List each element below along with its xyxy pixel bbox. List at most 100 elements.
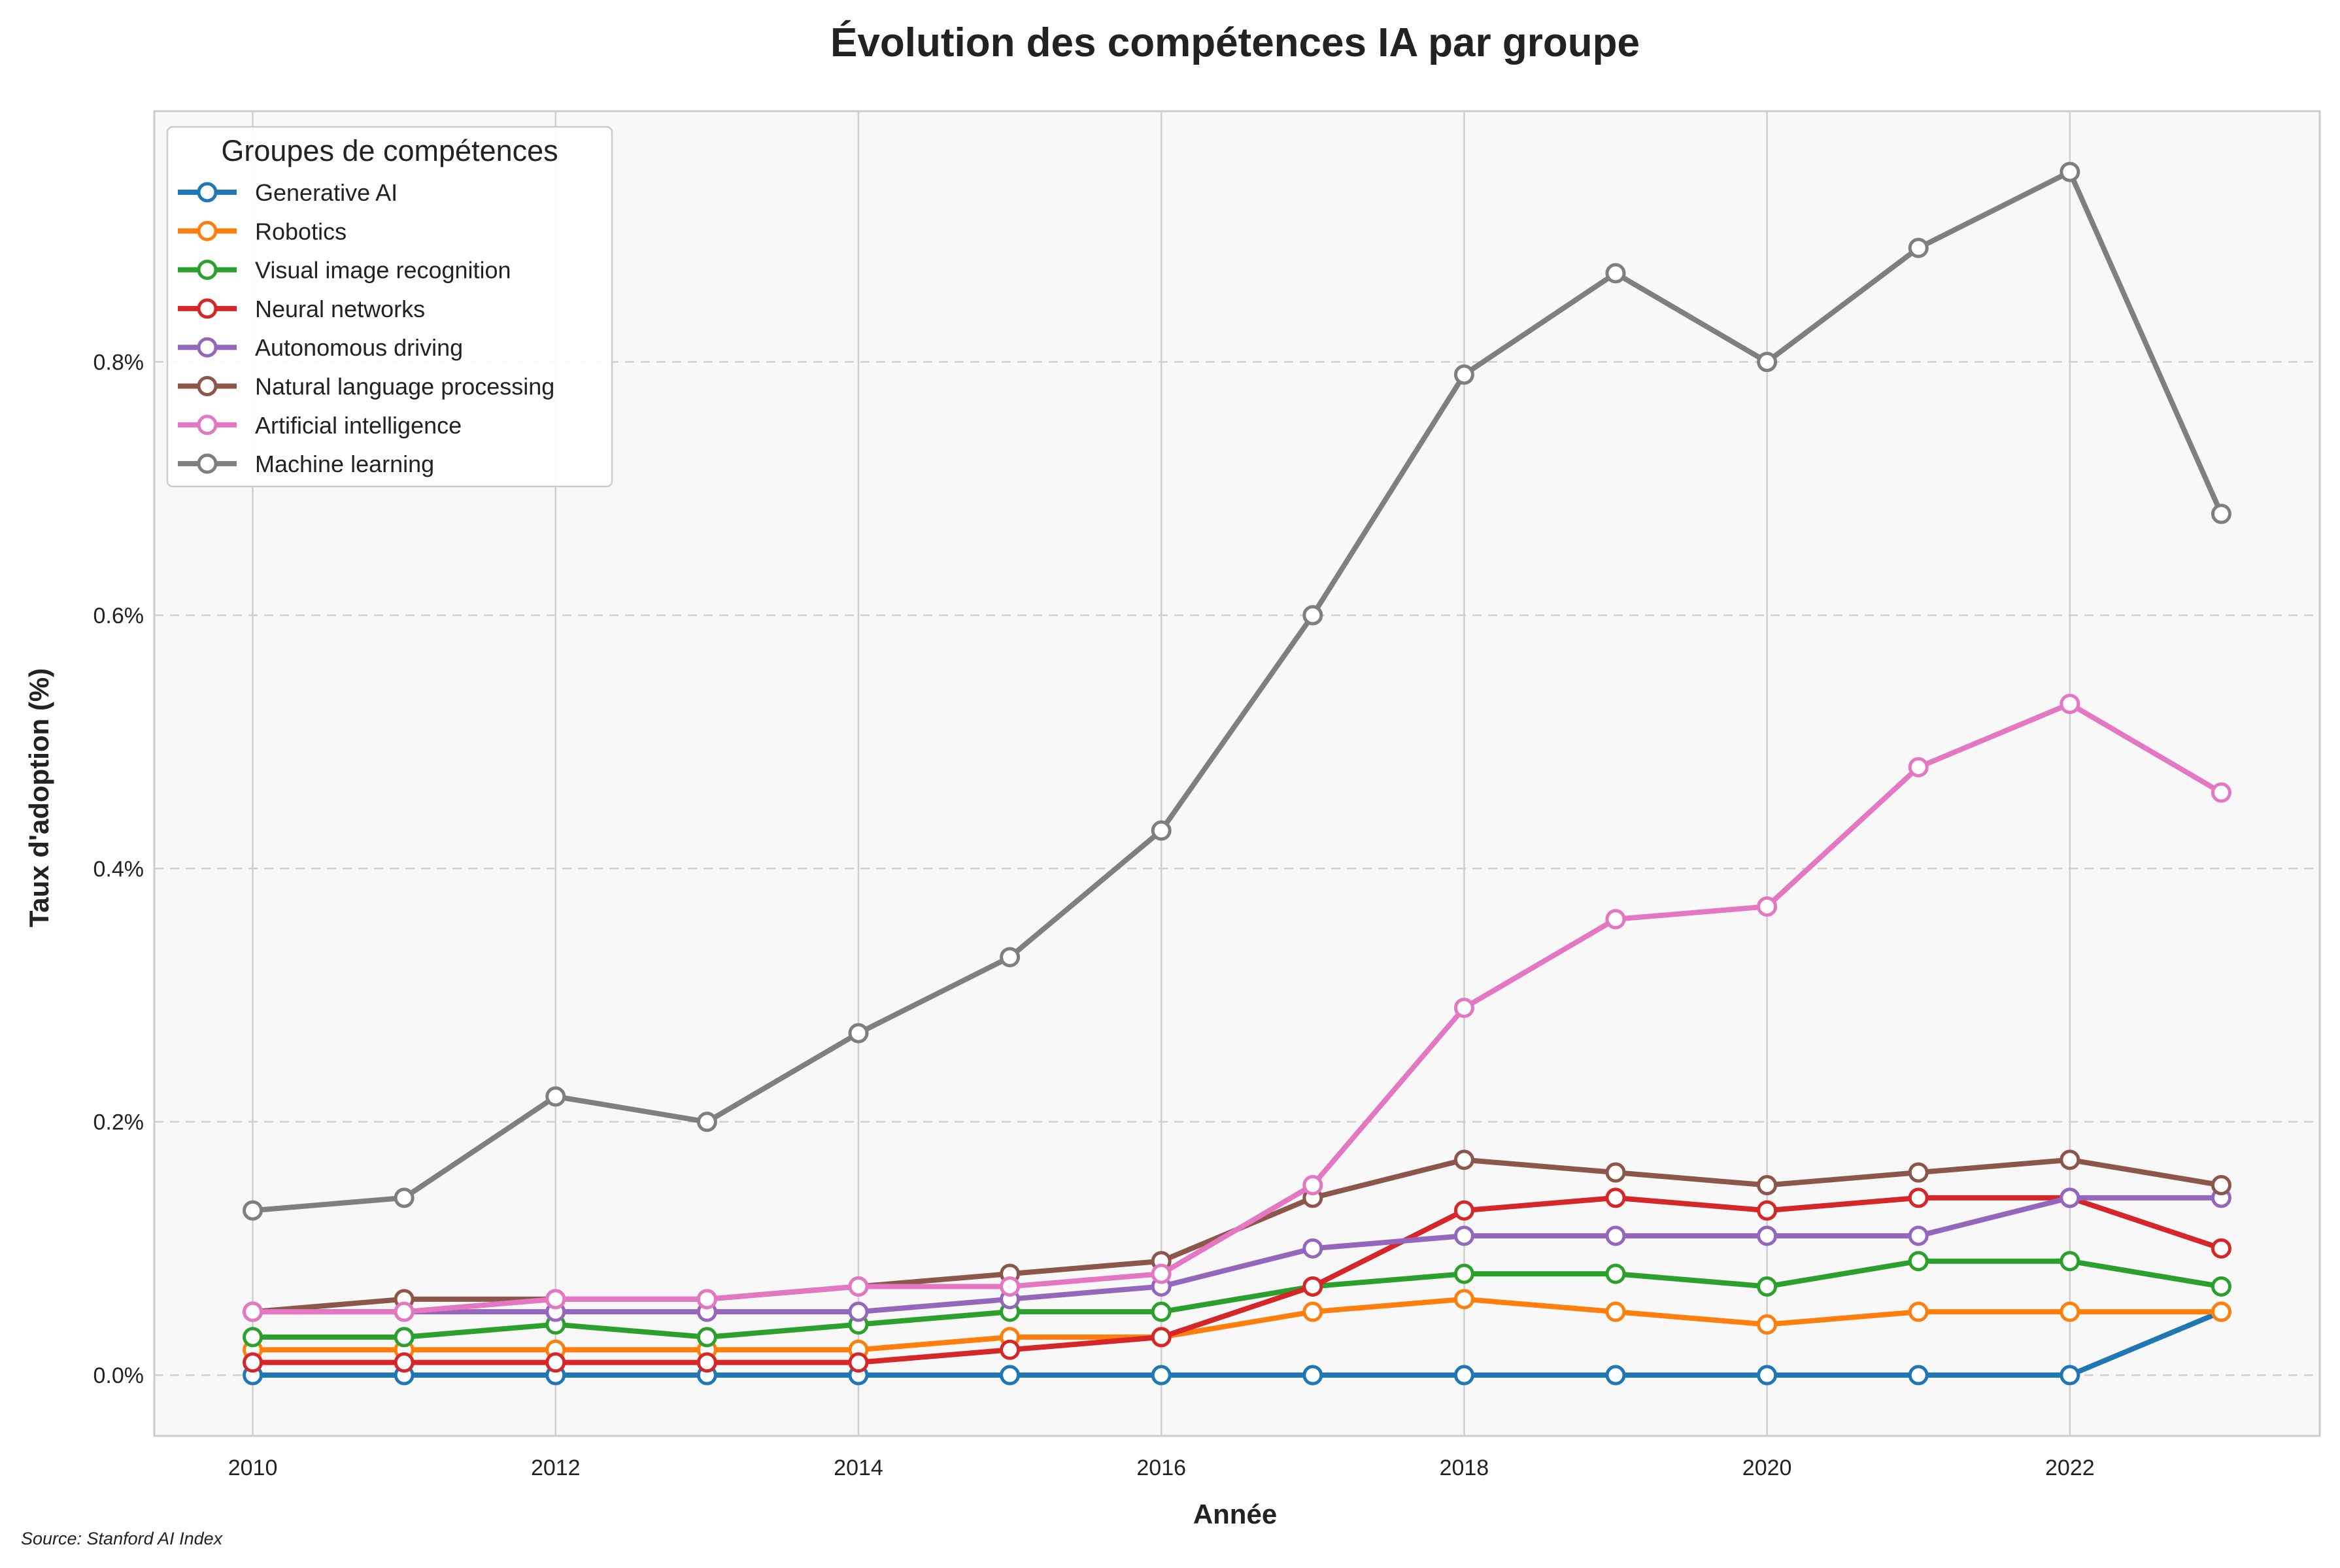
data-point [243,1301,263,1322]
x-axis-label: Année [1193,1499,1277,1529]
data-point [1302,1365,1323,1386]
data-point [1151,820,1172,841]
data-point [1908,1251,1929,1272]
data-point [243,1327,263,1348]
data-point [2060,162,2080,182]
data-point [2060,693,2080,714]
data-point [1605,1365,1626,1386]
legend-label: Machine learning [255,451,434,477]
legend-label: Autonomous driving [255,334,463,361]
legend-swatch-marker [197,182,218,203]
x-tick-label: 2018 [1440,1456,1489,1480]
data-point [2060,1301,2080,1322]
data-point [696,1289,717,1310]
data-point [1908,1162,1929,1183]
legend-title: Groupes de compétences [221,134,558,167]
data-point [1757,1200,1778,1221]
legend-swatch-marker [197,376,218,396]
data-point [848,1276,869,1297]
data-point [394,1301,415,1322]
data-point [1453,1200,1474,1221]
data-point [696,1327,717,1348]
data-point [696,1352,717,1373]
data-point [1453,1150,1474,1170]
legend-label: Neural networks [255,296,425,322]
legend-item: Neural networks [178,296,425,322]
series-line [250,169,2224,1214]
data-point [1605,1301,1626,1322]
legend-item: Autonomous driving [178,334,463,361]
data-point [2211,1276,2231,1297]
legend-box [166,126,613,488]
data-point [2060,1365,2080,1386]
data-point [1000,947,1021,968]
data-point [1453,1365,1474,1386]
legend-item: Generative AI [178,179,398,206]
data-point [1000,1339,1021,1360]
series [243,162,2231,1221]
data-point [243,1200,263,1221]
legend-label: Visual image recognition [255,257,511,284]
data-point [1151,1301,1172,1322]
legend-item: Natural language processing [178,373,554,400]
series-lines [243,162,2231,1386]
legend-label: Natural language processing [255,373,554,400]
chart-title: Évolution des compétences IA par groupe [830,20,1640,65]
data-point [243,1352,263,1373]
series-line [250,1195,2224,1315]
data-point [1757,1225,1778,1246]
y-axis-label: Taux d'adoption (%) [24,668,54,928]
legend: Groupes de compétences Generative AI Robot… [166,126,613,488]
data-point [2060,1187,2080,1208]
legend-swatch-marker [197,453,218,474]
data-point [1302,605,1323,626]
data-point [848,1352,869,1373]
data-point [1151,1365,1172,1386]
data-point [1908,757,1929,777]
legend-swatch-marker [197,415,218,435]
series [243,1251,2231,1348]
data-point [1757,1365,1778,1386]
x-tick-label: 2020 [1742,1456,1792,1480]
data-point [1000,1276,1021,1297]
data-point [2060,1251,2080,1272]
legend-label: Artificial intelligence [255,412,462,439]
y-tick-label: 0.8% [93,350,144,375]
data-point [1453,1289,1474,1310]
data-point [1453,997,1474,1018]
legend-item: Machine learning [178,451,434,477]
data-point [1908,237,1929,258]
x-tick-label: 2012 [531,1456,581,1480]
data-point [1908,1365,1929,1386]
data-point [1605,1162,1626,1183]
legend-label: Robotics [255,218,347,245]
y-tick-label: 0.2% [93,1110,144,1135]
data-point [1302,1238,1323,1259]
data-point [1453,1225,1474,1246]
data-point [696,1112,717,1133]
legend-label: Generative AI [255,179,398,206]
grid [154,111,2320,1436]
data-point [848,1301,869,1322]
data-point [1757,1276,1778,1297]
series-line [250,1258,2224,1340]
data-point [1605,1225,1626,1246]
x-tick-label: 2022 [2045,1456,2095,1480]
data-point [1151,1327,1172,1348]
series-line [250,1309,2224,1378]
legend-swatch-marker [197,337,218,358]
series-line [250,1296,2224,1353]
data-point [1000,1365,1021,1386]
data-point [1757,1314,1778,1335]
data-point [1302,1174,1323,1195]
legend-item: Robotics [178,218,347,245]
series-line [250,701,2224,1315]
series [243,693,2231,1322]
data-point [2211,782,2231,803]
data-point [545,1289,566,1310]
data-point [1908,1301,1929,1322]
legend-swatch-marker [197,298,218,319]
data-point [848,1023,869,1044]
y-tick-label: 0.0% [93,1363,144,1388]
series-line [250,1195,2224,1365]
